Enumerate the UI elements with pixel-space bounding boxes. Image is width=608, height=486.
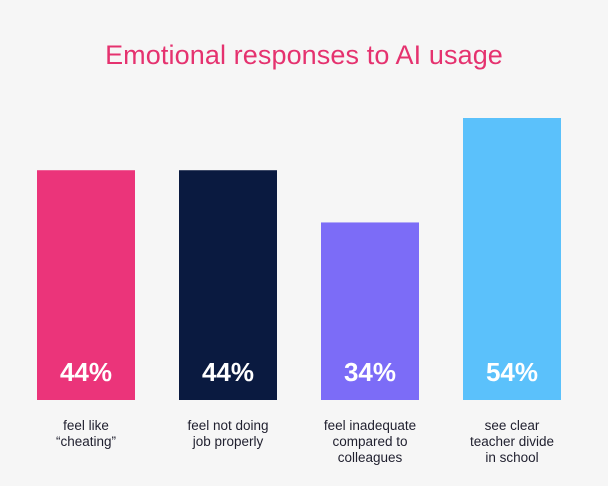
category-label-3: feel inadequate compared to colleagues [324, 418, 416, 465]
bar-1 [37, 170, 135, 400]
bar-4 [463, 118, 561, 400]
category-label-line: “cheating” [56, 434, 116, 449]
category-label-4: see clear teacher divide in school [470, 418, 554, 465]
category-label-line: feel like [63, 418, 109, 433]
bar-value-label-2: 44% [202, 357, 254, 387]
chart-title: Emotional responses to AI usage [105, 40, 503, 70]
category-label-2: feel not doing job properly [187, 418, 268, 449]
category-label-line: feel inadequate [324, 418, 416, 433]
category-label-1: feel like “cheating” [56, 418, 116, 449]
category-label-line: colleagues [338, 450, 403, 465]
category-labels-group: feel like “cheating” feel not doing job pro… [56, 418, 554, 465]
bar-value-label-4: 54% [486, 357, 538, 387]
category-label-line: in school [485, 450, 538, 465]
bar-3 [321, 222, 419, 400]
bar-value-label-3: 34% [344, 357, 396, 387]
bar-value-label-1: 44% [60, 357, 112, 387]
bars-group [37, 118, 561, 400]
category-label-line: teacher divide [470, 434, 554, 449]
category-label-line: feel not doing [187, 418, 268, 433]
category-label-line: see clear [485, 418, 540, 433]
category-label-line: compared to [332, 434, 407, 449]
value-labels-group: 44% 44% 34% 54% [60, 357, 538, 387]
category-label-line: job properly [192, 434, 264, 449]
bar-2 [179, 170, 277, 400]
